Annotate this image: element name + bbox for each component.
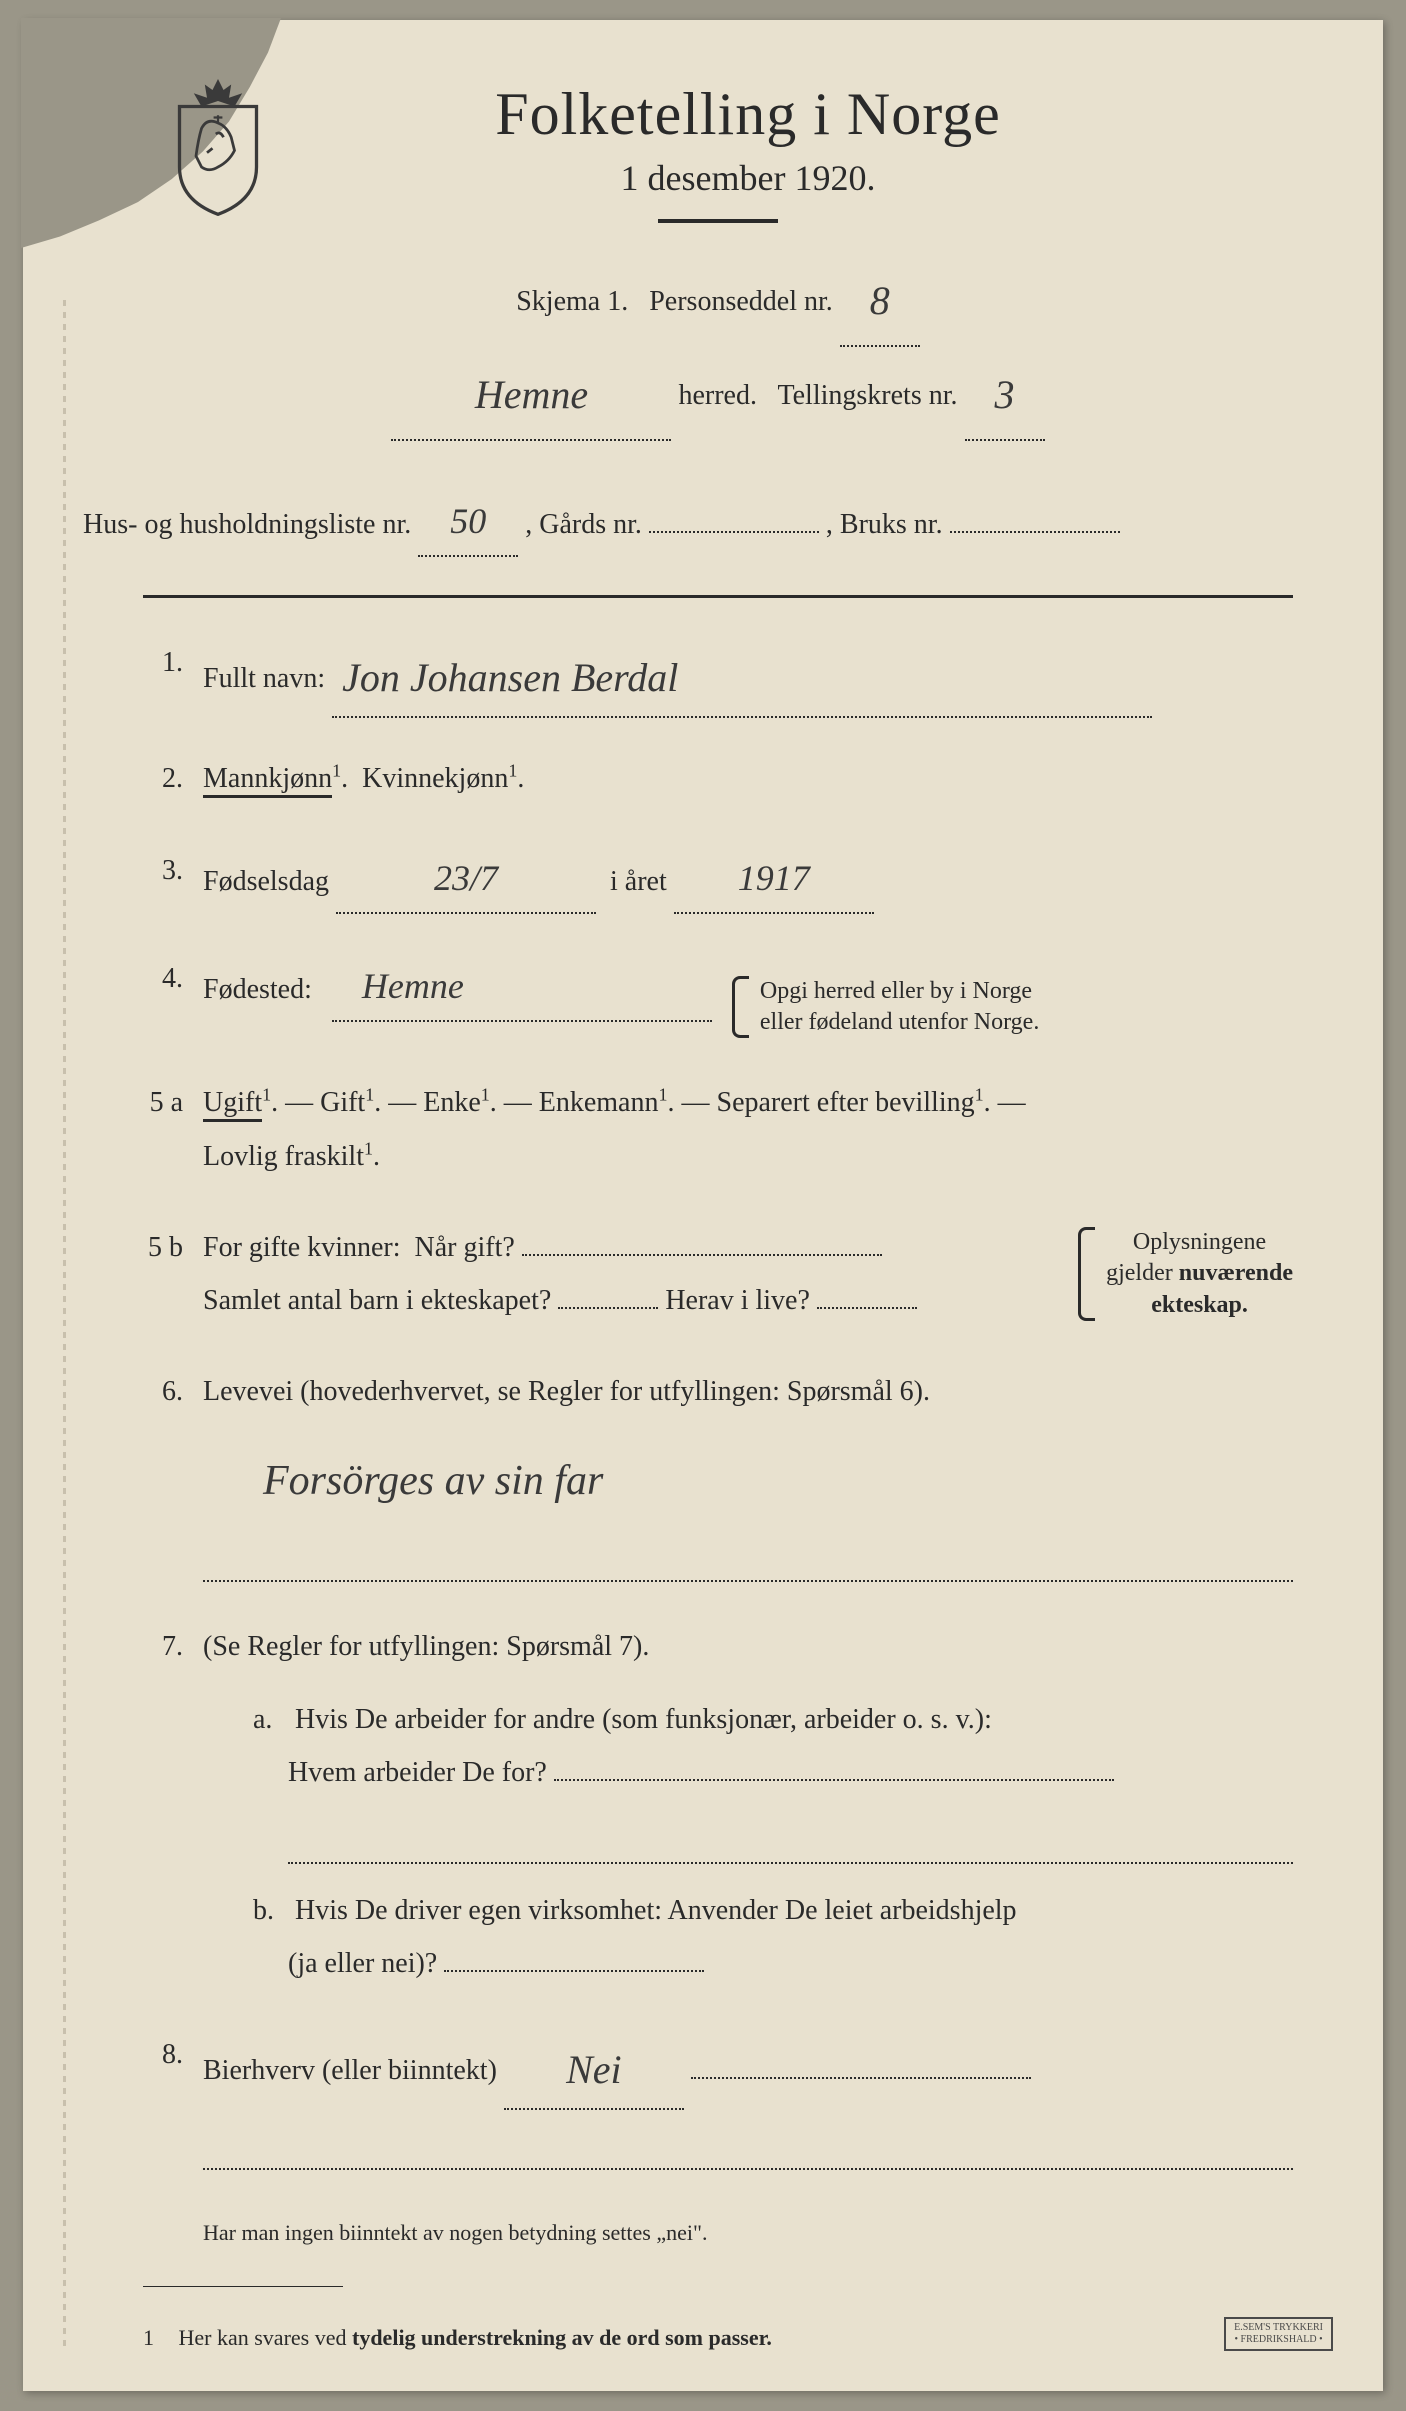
question-4: 4. Fødested: Hemne Opgi herred eller by … (143, 952, 1293, 1038)
q2-mannkjonn: Mannkjønn (203, 763, 332, 798)
q8-number: 8. (143, 2028, 203, 2170)
stamp-line2: • FREDRIKSHALD • (1234, 2334, 1323, 2346)
q3-label: Fødselsdag (203, 866, 329, 897)
tellingskrets-label: Tellingskrets nr. (777, 380, 957, 411)
q5b-note2: gjelder nuværende (1106, 1258, 1293, 1289)
stamp-line1: E.SEM'S TRYKKERI (1234, 2322, 1323, 2334)
q5b-herav: Herav i live? (665, 1285, 810, 1316)
printer-stamp: E.SEM'S TRYKKERI • FREDRIKSHALD • (1224, 2317, 1333, 2351)
title-divider (658, 219, 778, 223)
q2-sup1: 1 (332, 761, 341, 781)
q7-number: 7. (143, 1620, 203, 1990)
question-6: 6. Levevei (hovederhvervet, se Regler fo… (143, 1365, 1293, 1582)
q3-day: 23/7 (336, 844, 596, 914)
document-page: Folketelling i Norge 1 desember 1920. Sk… (23, 20, 1383, 2391)
q5a-ugift: Ugift (203, 1087, 262, 1122)
q7a-line2 (288, 1824, 1293, 1864)
footer-note: Har man ingen biinntekt av nogen betydni… (143, 2220, 1293, 2246)
q5b-note: Oplysningene gjelder nuværende ekteskap. (1078, 1227, 1293, 1321)
question-8: 8. Bierhverv (eller biinntekt) Nei (143, 2028, 1293, 2170)
q1-label: Fullt navn: (203, 663, 325, 694)
herred-label: herred. (678, 380, 757, 411)
hus-value: 50 (418, 487, 518, 557)
q4-note: Opgi herred eller by i Norge eller fødel… (732, 976, 1039, 1038)
q4-note-line1: Opgi herred eller by i Norge (760, 976, 1039, 1007)
q1-number: 1. (143, 636, 203, 714)
q7b-text2: (ja eller nei)? (253, 1948, 437, 1979)
gards-value (649, 531, 819, 533)
q7a-text1: Hvis De arbeider for andre (som funksjon… (295, 1704, 992, 1735)
q4-number: 4. (143, 952, 203, 1038)
q5a-lovlig: Lovlig fraskilt (203, 1141, 364, 1172)
q8-line2 (203, 2130, 1293, 2170)
perforated-edge (63, 300, 66, 2351)
q7b-field (444, 1970, 704, 1972)
q4-value: Hemne (332, 952, 712, 1022)
q4-label: Fødested: (203, 963, 312, 1016)
q6-value: Forsörges av sin far (203, 1442, 1293, 1522)
bruks-label: , Bruks nr. (826, 509, 943, 540)
q1-value: Jon Johansen Berdal (332, 640, 1152, 718)
document-subtitle: 1 desember 1920. (203, 157, 1293, 199)
document-header: Folketelling i Norge 1 desember 1920. Sk… (143, 80, 1293, 437)
q7b-letter: b. (253, 1884, 288, 1937)
form-metadata: Skjema 1. Personseddel nr. 8 Hemne herre… (143, 253, 1293, 437)
q7b-text1: Hvis De driver egen virksomhet: Anvender… (295, 1895, 1017, 1926)
tellingskrets-value: 3 (965, 351, 1045, 441)
q7a-text2: Hvem arbeider De for? (253, 1757, 547, 1788)
herred-value: Hemne (391, 351, 671, 441)
q5a-enkemann: Enkemann (539, 1087, 659, 1118)
bruks-value (950, 531, 1120, 533)
q5b-number: 5 b (143, 1221, 203, 1327)
personseddel-label: Personseddel nr. (649, 286, 833, 317)
q5b-note1: Oplysningene (1106, 1227, 1293, 1258)
q2-number: 2. (143, 752, 203, 805)
question-7: 7. (Se Regler for utfyllingen: Spørsmål … (143, 1620, 1293, 1990)
question-3: 3. Fødselsdag 23/7 i året 1917 (143, 844, 1293, 914)
q8-extra-field (691, 2077, 1031, 2079)
q8-label: Bierhverv (eller biinntekt) (203, 2055, 497, 2086)
question-1: 1. Fullt navn: Jon Johansen Berdal (143, 636, 1293, 714)
q5b-samlet-field (558, 1307, 658, 1309)
section-divider (143, 595, 1293, 598)
q5b-note3: ekteskap. (1106, 1290, 1293, 1321)
q4-note-line2: eller fødeland utenfor Norge. (760, 1007, 1039, 1038)
q6-line2 (203, 1542, 1293, 1582)
skjema-label: Skjema 1. (516, 286, 628, 317)
coat-of-arms-icon (163, 70, 273, 220)
q5a-number: 5 a (143, 1076, 203, 1182)
gards-label: , Gårds nr. (525, 509, 642, 540)
q6-number: 6. (143, 1365, 203, 1582)
question-2: 2. Mannkjønn1. Kvinnekjønn1. (143, 752, 1293, 805)
q2-sup2: 1 (508, 761, 517, 781)
q7b: b. Hvis De driver egen virksomhet: Anven… (203, 1884, 1293, 1990)
footer-area: Har man ingen biinntekt av nogen betydni… (143, 2220, 1293, 2351)
q5b-samlet: Samlet antal barn i ekteskapet? (203, 1285, 551, 1316)
meta-line-3: Hus- og husholdningsliste nr. 50 , Gårds… (83, 487, 1293, 557)
q2-kvinnekjonn: Kvinnekjønn (362, 763, 508, 794)
q5a-enke: Enke (423, 1087, 481, 1118)
q7a-field (554, 1779, 1114, 1781)
q5a-separert: Separert efter bevilling (717, 1087, 975, 1118)
q3-number: 3. (143, 844, 203, 914)
q5b-naar-field (522, 1254, 882, 1256)
q5b-herav-field (817, 1307, 917, 1309)
q3-year-label: i året (610, 866, 667, 897)
personseddel-value: 8 (840, 257, 920, 347)
question-5b: 5 b For gifte kvinner: Når gift? Samlet … (143, 1221, 1293, 1327)
q5b-naar: Når gift? (415, 1232, 515, 1263)
q7a-letter: a. (253, 1693, 288, 1746)
q5a-gift: Gift (320, 1087, 365, 1118)
q3-year: 1917 (674, 844, 874, 914)
q6-label: Levevei (hovederhvervet, se Regler for u… (203, 1376, 930, 1407)
q5b-label: For gifte kvinner: (203, 1232, 401, 1263)
question-5a: 5 a Ugift1. — Gift1. — Enke1. — Enkemann… (143, 1076, 1293, 1182)
document-title: Folketelling i Norge (203, 80, 1293, 149)
q8-value: Nei (504, 2032, 684, 2110)
q7-label: (Se Regler for utfyllingen: Spørsmål 7). (203, 1631, 649, 1662)
footnote-num: 1 (143, 2325, 173, 2351)
q7a: a. Hvis De arbeider for andre (som funks… (203, 1693, 1293, 1863)
footnote-text: Her kan svares ved tydelig understreknin… (179, 2325, 772, 2350)
hus-label: Hus- og husholdningsliste nr. (83, 509, 411, 540)
